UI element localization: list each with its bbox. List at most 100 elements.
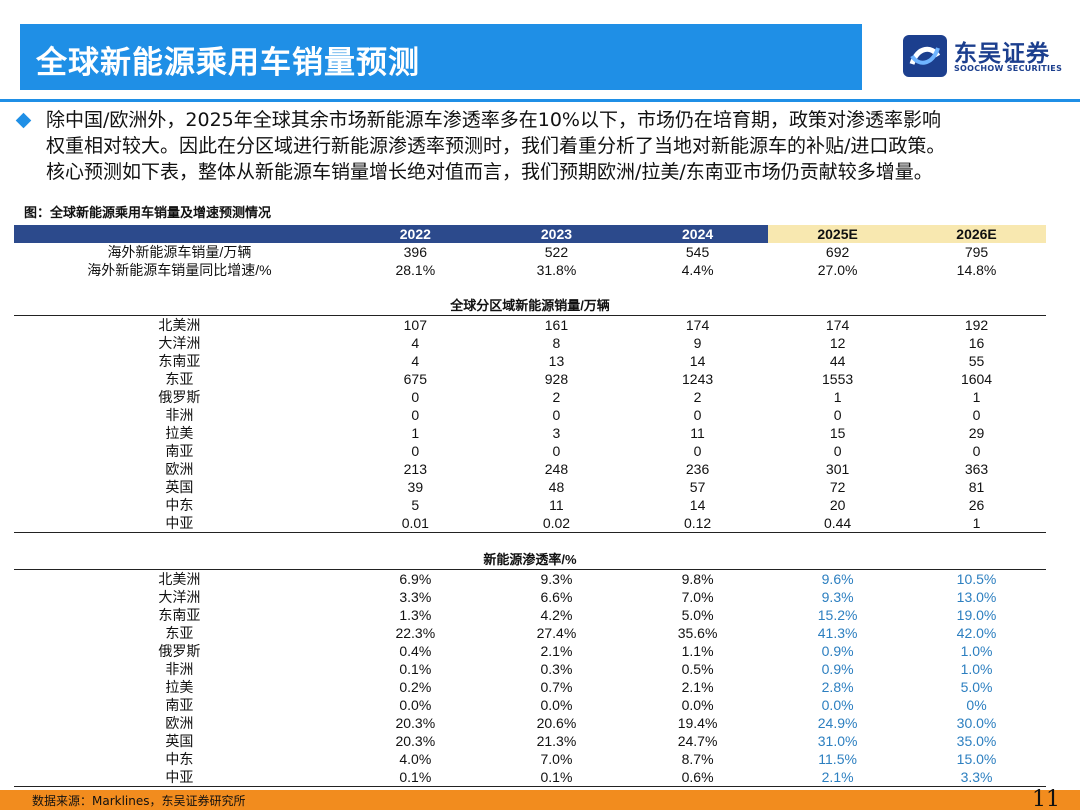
row-label: 非洲	[165, 661, 194, 677]
table-cell: 22.3%	[395, 625, 436, 641]
table-cell: 7.0%	[681, 589, 714, 605]
row-label: 南亚	[165, 443, 194, 459]
row-label: 俄罗斯	[158, 389, 201, 405]
table-cell: 20.6%	[536, 715, 577, 731]
table-cell: 3.3%	[907, 768, 1046, 787]
row-label: 英国	[165, 479, 194, 495]
table-cell: 20.3%	[395, 733, 436, 749]
row-label: 北美洲	[158, 571, 201, 587]
spacer-row	[14, 279, 1046, 297]
table-cell: 0	[552, 443, 561, 459]
table-cell: 1.1%	[681, 643, 714, 659]
table-row: 北美洲 6.9% 9.3% 9.8% 9.6% 10.5%	[14, 570, 1046, 589]
table-header-row: 2022 2023 2024 2025E 2026E	[14, 225, 1046, 243]
table-cell: 1	[972, 389, 981, 405]
row-label: 东南亚	[158, 353, 201, 369]
row-label: 欧洲	[165, 461, 194, 477]
table-row: 北美洲 107 161 174 174 192	[14, 316, 1046, 335]
table-cell: 14	[689, 497, 706, 513]
table-cell: 1	[833, 389, 842, 405]
summary-paragraph: 除中国/欧洲外，2025年全球其余市场新能源车渗透率多在10%以下，市场仍在培育…	[46, 107, 1066, 185]
table-cell: 174	[825, 317, 850, 333]
table-cell: 1.3%	[399, 607, 432, 623]
company-logo: 东吴证券 SOOCHOW SECURITIES	[902, 34, 1072, 78]
table-cell: 9.6%	[821, 571, 854, 587]
table-cell: 48	[548, 479, 565, 495]
table-cell: 10.5%	[956, 571, 997, 587]
table-cell: 0.9%	[821, 661, 854, 677]
table-cell: 192	[964, 317, 989, 333]
section-title-row: 全球分区域新能源销量/万辆	[14, 297, 1046, 316]
table-cell: 24.7%	[677, 733, 718, 749]
table-cell: 795	[964, 244, 989, 260]
table-cell: 0	[693, 407, 702, 423]
table-cell: 26	[968, 497, 985, 513]
section-title: 全球分区域新能源销量/万辆	[14, 297, 1046, 316]
table-cell: 14	[689, 353, 706, 369]
table-cell: 0.6%	[627, 768, 769, 787]
table-row: 俄罗斯 0.4% 2.1% 1.1% 0.9% 1.0%	[14, 642, 1046, 660]
row-label: 东亚	[165, 371, 194, 387]
table-row: 拉美 0.2% 0.7% 2.1% 2.8% 5.0%	[14, 678, 1046, 696]
table-cell: 0.4%	[399, 643, 432, 659]
table-row: 中东 4.0% 7.0% 8.7% 11.5% 15.0%	[14, 750, 1046, 768]
table-cell: 4	[411, 335, 420, 351]
table-row: 大洋洲 3.3% 6.6% 7.0% 9.3% 13.0%	[14, 588, 1046, 606]
table-cell: 3.3%	[399, 589, 432, 605]
table-cell: 9.3%	[540, 571, 573, 587]
table-row: 南亚 0.0% 0.0% 0.0% 0.0% 0%	[14, 696, 1046, 714]
section-title: 新能源渗透率/%	[14, 551, 1046, 570]
table-cell: 174	[685, 317, 710, 333]
row-label: 俄罗斯	[158, 643, 201, 659]
table-cell: 81	[968, 479, 985, 495]
table-cell: 301	[825, 461, 850, 477]
table-cell: 4.0%	[399, 751, 432, 767]
spacer-row	[14, 533, 1046, 552]
table-cell: 5	[411, 497, 420, 513]
table-cell: 0.5%	[681, 661, 714, 677]
table-cell: 4.2%	[540, 607, 573, 623]
table-cell: 20	[829, 497, 846, 513]
table-cell: 2.1%	[540, 643, 573, 659]
year-header: 2024	[627, 225, 769, 243]
footer-bar: 数据来源：Marklines，东吴证券研究所 11	[0, 787, 1080, 812]
soochow-logo-icon	[903, 35, 947, 77]
row-label: 东亚	[165, 625, 194, 641]
table-cell: 0.0%	[399, 697, 432, 713]
table-cell: 13	[548, 353, 565, 369]
table-cell: 0.01	[344, 514, 486, 533]
row-label: 大洋洲	[158, 335, 201, 351]
table-cell: 0	[411, 389, 420, 405]
page-title: 全球新能源乘用车销量预测	[36, 45, 420, 81]
table-cell: 15.0%	[956, 751, 997, 767]
table-cell: 0.1%	[485, 768, 628, 787]
table-cell: 2	[552, 389, 561, 405]
table-cell: 0	[552, 407, 561, 423]
table-cell: 0.7%	[540, 679, 573, 695]
figure-caption: 图：全球新能源乘用车销量及增速预测情况	[24, 206, 272, 221]
table-cell: 28.1%	[395, 262, 436, 278]
table-cell: 13.0%	[956, 589, 997, 605]
table-row: 英国 20.3% 21.3% 24.7% 31.0% 35.0%	[14, 732, 1046, 750]
table-cell: 0	[972, 407, 981, 423]
table-cell: 15	[829, 425, 846, 441]
row-label: 中亚	[14, 768, 345, 787]
table-cell: 20.3%	[395, 715, 436, 731]
table-cell: 545	[685, 244, 710, 260]
table-cell: 3	[552, 425, 561, 441]
table-cell: 35.0%	[956, 733, 997, 749]
table-cell: 2.1%	[768, 768, 908, 787]
table-cell: 4.4%	[681, 262, 714, 278]
table-cell: 55	[968, 353, 985, 369]
row-label: 中东	[165, 497, 194, 513]
year-header: 2022	[344, 225, 486, 243]
table-cell: 11	[549, 497, 564, 513]
table-cell: 9	[693, 335, 702, 351]
table-cell: 14.8%	[956, 262, 997, 278]
table-cell: 1	[907, 514, 1046, 533]
paragraph-line: 核心预测如下表，整体从新能源车销量增长绝对值而言，我们预期欧洲/拉美/东南亚市场…	[46, 161, 933, 183]
table-cell: 0	[411, 407, 420, 423]
table-cell: 19.4%	[677, 715, 718, 731]
table-cell: 19.0%	[956, 607, 997, 623]
table-cell: 8	[552, 335, 561, 351]
